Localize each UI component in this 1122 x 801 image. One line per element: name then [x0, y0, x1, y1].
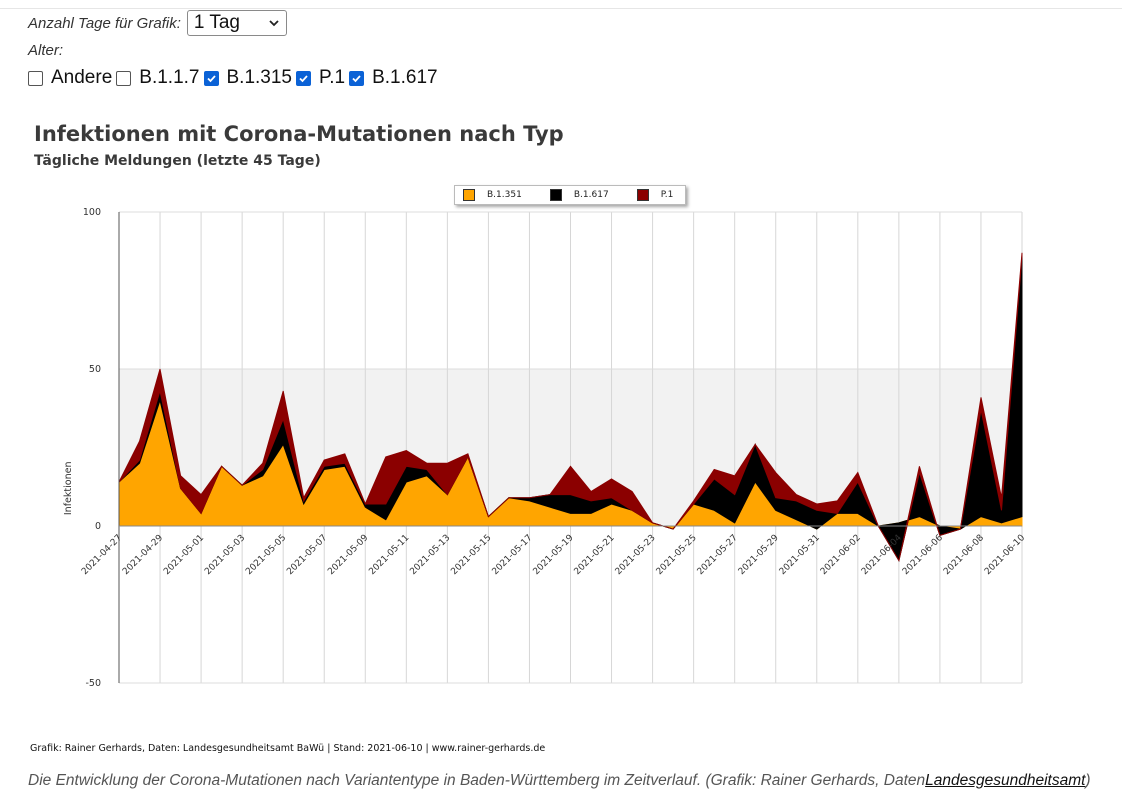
checkbox-p1[interactable] [296, 70, 311, 86]
legend-item-b1351: B.1.351 [463, 189, 550, 201]
checkbox-label: B.1.617 [372, 67, 438, 88]
y-tick-label: 50 [89, 364, 101, 375]
days-select[interactable]: 1 Tag [186, 10, 287, 36]
x-tick-label: 2021-06-08 [942, 533, 986, 577]
series-area-p1 [118, 252, 1023, 562]
x-tick-label: 2021-05-01 [162, 533, 206, 577]
option-andere: Andere [28, 67, 116, 89]
age-label: Alter: [28, 42, 64, 59]
legend-swatch [549, 189, 562, 201]
x-tick-label: 2021-06-06 [901, 533, 945, 577]
checkbox-label: Andere [51, 67, 113, 88]
chart-plot: 100 50 0 -50 Infektionen 2021-04-272021-04-29… [63, 207, 1027, 689]
x-tick-label: 2021-05-21 [573, 533, 617, 577]
chart-subtitle: Tägliche Meldungen (letzte 45 Tage) [34, 153, 321, 169]
x-tick-label: 2021-05-15 [449, 533, 493, 577]
chart: 100 50 0 -50 Infektionen 2021-04-27 2021-04-29… [0, 110, 1122, 770]
legend-label: B.1.617 [573, 190, 609, 200]
option-b117: B.1.1.7 [116, 67, 203, 89]
x-tick-label: 2021-06-10 [983, 533, 1027, 577]
checkmark-icon [299, 74, 308, 82]
checkbox-b117[interactable] [116, 70, 132, 86]
caption-text: Die Entwicklung der Corona-Mutationen na… [28, 772, 926, 789]
x-tick-label: 2021-05-13 [408, 533, 452, 577]
x-tick-label: 2021-04-27 [80, 533, 124, 577]
caption-link[interactable]: Landesgesundheitsamt [925, 772, 1086, 789]
x-tick-label: 2021-05-11 [367, 533, 411, 577]
x-tick-label: 2021-06-02 [819, 533, 863, 577]
chevron-down-icon [269, 20, 279, 27]
checkbox-label: B.1.1.7 [139, 67, 200, 88]
x-tick-label: 2021-05-03 [203, 533, 247, 577]
caption: Die Entwicklung der Corona-Mutationen na… [28, 772, 1091, 790]
checkmark-icon [206, 74, 216, 82]
checkbox-label: P.1 [319, 67, 346, 88]
x-tick-label: 2021-05-31 [778, 533, 822, 577]
chart-credit: Grafik: Rainer Gerhards, Daten: Landesge… [30, 743, 546, 754]
legend-item-b1617: B.1.617 [549, 189, 637, 201]
x-tick-label: 2021-05-05 [244, 533, 288, 577]
x-tick-label: 2021-05-27 [696, 533, 740, 577]
checkmark-icon [352, 74, 361, 82]
checkbox-andere[interactable] [28, 70, 43, 86]
checkbox-label: B.1.315 [226, 67, 293, 88]
x-tick-label: 2021-05-23 [614, 533, 658, 577]
legend-swatch [636, 189, 649, 201]
legend-swatch [463, 189, 475, 201]
option-b1315: B.1.315 [203, 67, 297, 89]
chart-title: Infektionen mit Corona-Mutationen nach T… [34, 122, 564, 146]
legend-item-p1: P.1 [636, 189, 685, 201]
y-tick-label: 0 [95, 521, 101, 532]
checkbox-b1617[interactable] [349, 70, 365, 86]
x-tick-label: 2021-05-09 [326, 533, 370, 577]
option-p1: P.1 [296, 67, 349, 89]
top-divider [0, 8, 1122, 9]
option-b1617: B.1.617 [349, 67, 442, 89]
variant-checkboxes: Andere B.1.1.7 B.1.315 P.1 B.1.617 [28, 67, 442, 89]
x-tick-label: 2021-05-17 [491, 533, 535, 577]
x-tick-label: 2021-05-25 [655, 533, 699, 577]
checkbox-b1315[interactable] [203, 70, 219, 86]
x-tick-label: 2021-05-07 [285, 533, 329, 577]
legend-label: P.1 [660, 190, 674, 200]
days-label: Anzahl Tage für Grafik: [28, 14, 181, 32]
y-tick-label: 100 [83, 207, 101, 218]
x-tick-label: 2021-05-19 [532, 533, 576, 577]
x-tick-label: 2021-04-29 [121, 533, 165, 577]
chart-legend: B.1.351 B.1.617 P.1 [454, 185, 686, 205]
legend-label: B.1.351 [487, 190, 522, 200]
x-tick-label: 2021-05-29 [737, 533, 781, 577]
y-tick-label: -50 [85, 678, 101, 689]
y-axis-label: Infektionen [63, 462, 74, 516]
days-control: Anzahl Tage für Grafik: 1 Tag [28, 10, 287, 36]
days-select-value: 1 Tag [193, 12, 240, 33]
caption-end: ) [1085, 772, 1091, 789]
